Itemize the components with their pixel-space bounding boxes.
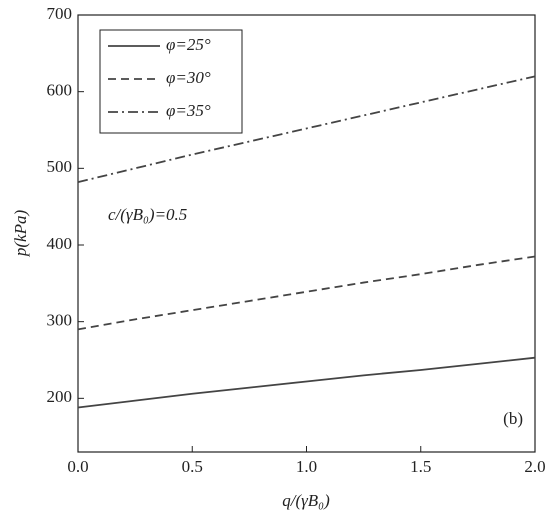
y-axis-label: p(kPa): [11, 210, 30, 258]
x-tick-label: 1.5: [410, 457, 431, 476]
legend-label: φ=25°: [166, 35, 211, 54]
x-tick-label: 0.5: [182, 457, 203, 476]
x-tick-label: 0.0: [67, 457, 88, 476]
y-tick-label: 200: [47, 387, 73, 406]
y-tick-label: 500: [47, 157, 73, 176]
legend-label: φ=30°: [166, 68, 211, 87]
x-axis-label: q/(γB₀): [282, 491, 330, 510]
y-tick-label: 400: [47, 234, 73, 253]
panel-label: (b): [503, 409, 523, 428]
x-tick-label: 2.0: [524, 457, 545, 476]
line-series: [77, 75, 536, 184]
legend-box: [99, 29, 243, 134]
line-series: [77, 255, 536, 331]
annotation: c/(γB₀)=0.5: [108, 205, 187, 224]
x-tick-label: 1.0: [296, 457, 317, 476]
y-tick-label: 700: [47, 4, 73, 23]
legend-label: φ=35°: [166, 101, 211, 120]
line-series: [77, 356, 536, 409]
y-tick-label: 600: [47, 81, 73, 100]
y-tick-label: 300: [47, 311, 73, 330]
